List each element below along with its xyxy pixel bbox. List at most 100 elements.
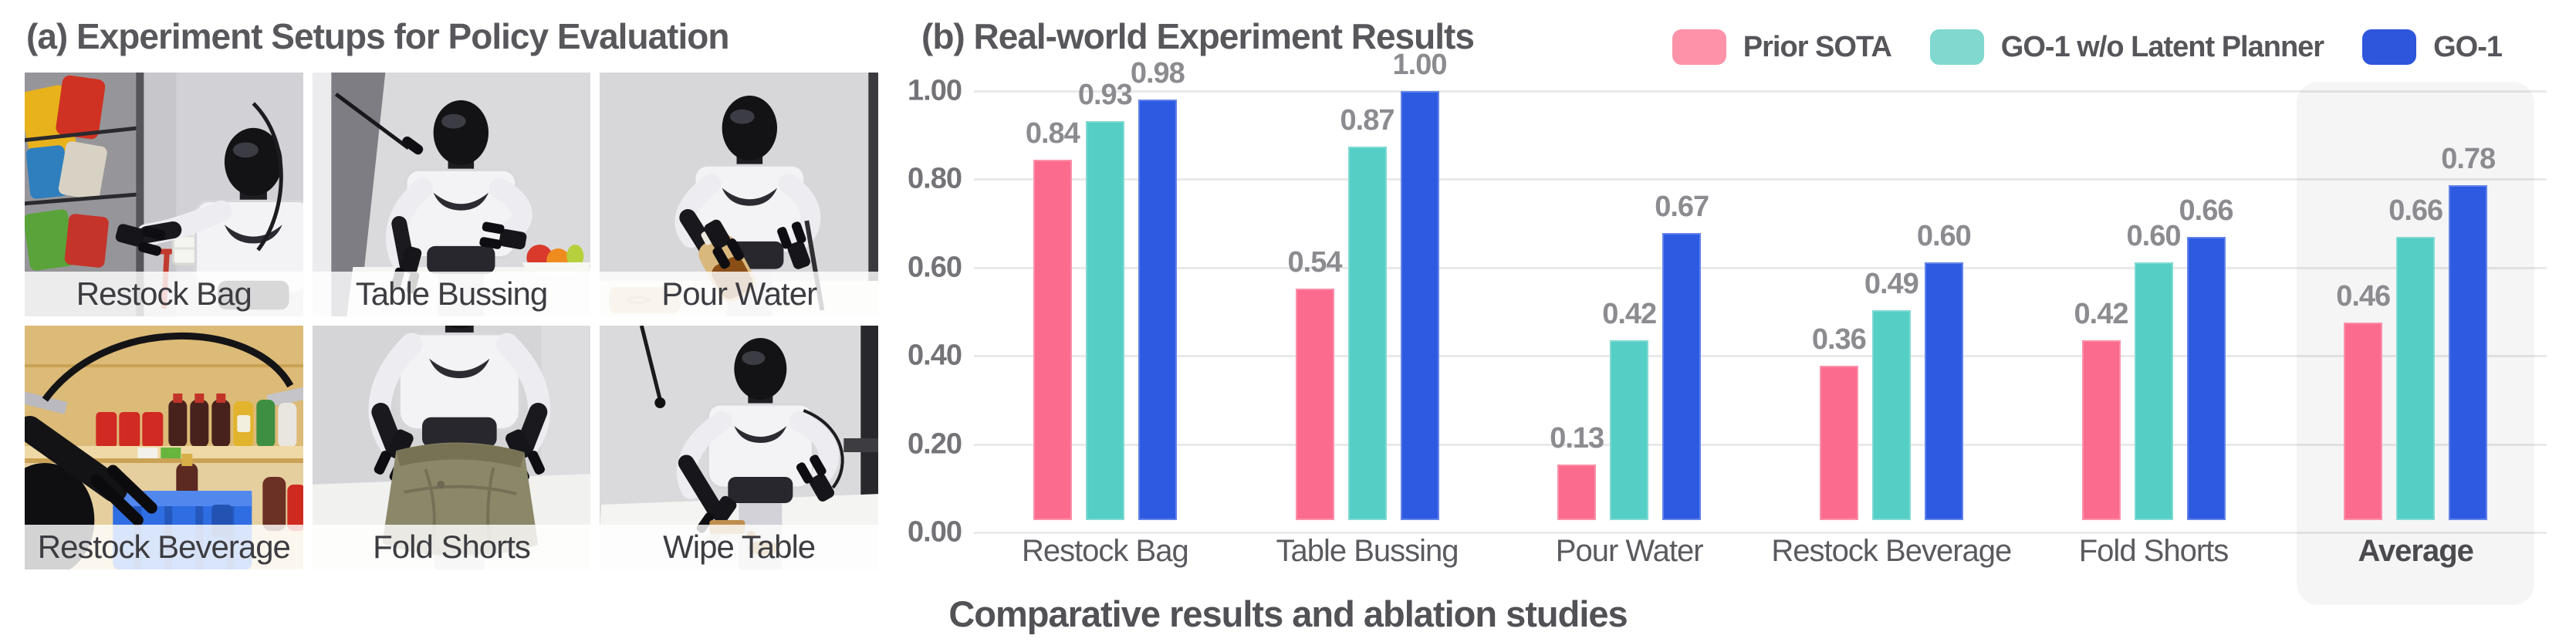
bar-prior-sota-table-bussing: 0.54 [1288,246,1342,521]
bars: 0.54 0.87 1.00 [1236,49,1499,521]
legend-swatch-prior-sota [1672,29,1726,65]
y-tick-label: 0.80 [908,162,962,195]
photo-label-text: Pour Water [661,275,817,312]
panel-b-title: (b) Real-world Experiment Results [921,16,1475,56]
legend-item-go-1: GO-1 [2362,29,2503,65]
photo-restock-bag: Restock Bag [25,73,303,316]
bar-go-1-w-o-latent-planner-restock-bag: 0.93 [1078,79,1133,521]
photo-label: Table Bussing [312,272,591,316]
bars: 0.13 0.42 0.67 [1498,91,1760,521]
category-label-text: Restock Beverage [1771,534,2012,569]
category-label-text: Fold Shorts [2078,534,2229,569]
gripper-illustration [479,221,526,250]
legend-item-go-1-w-o-latent-planner: GO-1 w/o Latent Planner [1929,29,2324,65]
gridline-1.00 [974,90,2547,93]
gridline-0.80 [974,178,2547,181]
bar-go-1-pour-water: 0.67 [1655,191,1709,521]
legend-swatch-go-1-w-o-latent-planner [1929,29,1984,65]
photo-label: Restock Beverage [25,525,303,569]
bar-group-restock-beverage: 0.36 0.49 0.60 Restock Beverage [1760,91,2023,594]
bar-value-label: 0.46 [2336,280,2391,313]
gridline-0.60 [974,266,2547,269]
bar-go-1-w-o-latent-planner-restock-beverage: 0.49 [1864,268,1919,521]
legend-item-prior-sota: Prior SOTA [1672,29,1892,65]
bar-value-label: 0.13 [1550,421,1604,454]
bar-value-label: 0.54 [1287,245,1343,279]
bar-value-label: 0.98 [1130,57,1185,90]
legend-label: GO-1 w/o Latent Planner [2000,30,2324,63]
bar-chart: 0.00 0.20 0.40 0.60 0.80 1.00 0.84 0.93 0.98 Res… [887,49,2547,605]
gripper-illustration [115,224,166,256]
gripper-illustration [796,454,835,502]
bar-group-pour-water: 0.13 0.42 0.67 Pour Water [1498,91,1760,594]
bar-groups: 0.84 0.93 0.98 Restock Bag 0.54 0.87 1.00 Table… [974,49,2547,605]
bar-group-restock-bag: 0.84 0.93 0.98 Restock Bag [974,57,1236,594]
bar-go-1-w-o-latent-planner-fold-shorts: 0.60 [2127,220,2181,521]
bar-value-label: 0.93 [1077,78,1133,111]
bar-value-label: 0.87 [1340,104,1395,137]
snack-rack-illustration [25,73,144,316]
category-label-table-bussing: Table Bussing [1236,520,1499,594]
chart-legend: Prior SOTA GO-1 w/o Latent Planner GO-1 [1672,29,2503,65]
bar-value-label: 0.49 [1864,267,1919,300]
gripper-illustration [777,221,811,269]
legend-swatch-go-1 [2362,29,2417,65]
bar-prior-sota-pour-water: 0.13 [1550,422,1604,521]
gripper-illustration [704,219,745,269]
bar-prior-sota-fold-shorts: 0.42 [2074,298,2128,521]
bar-go-1-fold-shorts: 0.66 [2179,194,2233,521]
bar-value-label: 0.66 [2179,194,2234,228]
photo-label: Wipe Table [600,525,878,569]
panel-experiment-results: (b) Real-world Experiment Results Prior … [887,12,2576,642]
y-tick-label: 0.60 [908,251,962,284]
bar-go-1-average: 0.78 [2441,143,2496,521]
panel-experiment-setups: (a) Experiment Setups for Policy Evaluat… [25,12,878,569]
category-label-text: Average [2358,534,2474,569]
gridline-0.20 [974,443,2547,446]
gridline-0.40 [974,355,2547,358]
legend-label: Prior SOTA [1743,30,1892,63]
bar-go-1-w-o-latent-planner-table-bussing: 0.87 [1340,104,1394,521]
bar-group-average: 0.46 0.66 0.78 Average [2284,82,2547,605]
bar-value-label: 0.42 [1602,297,1657,330]
beverage-shelf-illustration [25,394,303,463]
photo-pour-water: Pour Water [600,73,878,316]
plot-area: 0.84 0.93 0.98 Restock Bag 0.54 0.87 1.00 Table… [974,49,2547,605]
legend-label: GO-1 [2433,30,2503,63]
category-label-text: Table Bussing [1276,534,1459,569]
gridlines [974,90,2547,534]
bar-go-1-w-o-latent-planner-pour-water: 0.42 [1602,298,1657,521]
category-label-average: Average [2284,520,2547,594]
category-label-text: Restock Bag [1021,534,1189,569]
category-label-restock-beverage: Restock Beverage [1760,520,2023,594]
y-tick-label: 0.20 [908,427,962,461]
bar-value-label: 0.84 [1025,117,1080,150]
category-label-restock-bag: Restock Bag [974,520,1236,594]
category-label-fold-shorts: Fold Shorts [2023,520,2285,594]
y-axis: 0.00 0.20 0.40 0.60 0.80 1.00 [887,75,974,549]
bar-value-label: 0.60 [1916,220,1972,253]
gridline-0.00 [974,532,2547,534]
photo-label-text: Restock Bag [76,275,252,312]
bar-go-1-restock-bag: 0.98 [1131,57,1185,521]
photo-restock-beverage: Restock Beverage [25,326,303,569]
bars: 0.36 0.49 0.60 [1760,91,2023,521]
figure-caption: Comparative results and ablation studies [948,593,1628,634]
bar-value-label: 1.00 [1392,49,1448,81]
category-label-pour-water: Pour Water [1498,520,1760,594]
bar-go-1-restock-beverage: 0.60 [1917,220,1972,521]
bars: 0.46 0.66 0.78 [2284,91,2547,521]
bar-go-1-w-o-latent-planner-average: 0.66 [2388,194,2443,521]
y-tick-label: 1.00 [908,74,962,107]
photo-label-text: Fold Shorts [373,529,531,565]
bar-prior-sota-average: 0.46 [2336,280,2391,521]
photo-wipe-table: Wipe Table [600,326,878,569]
bar-value-label: 0.66 [2388,194,2443,228]
photo-label: Pour Water [600,272,878,316]
y-tick-label: 0.40 [908,339,962,372]
bar-value-label: 0.36 [1811,323,1867,356]
panel-a-title: (a) Experiment Setups for Policy Evaluat… [26,16,729,56]
bar-prior-sota-restock-beverage: 0.36 [1812,323,1867,521]
bar-value-label: 0.67 [1655,190,1709,223]
bar-value-label: 0.78 [2441,143,2496,176]
